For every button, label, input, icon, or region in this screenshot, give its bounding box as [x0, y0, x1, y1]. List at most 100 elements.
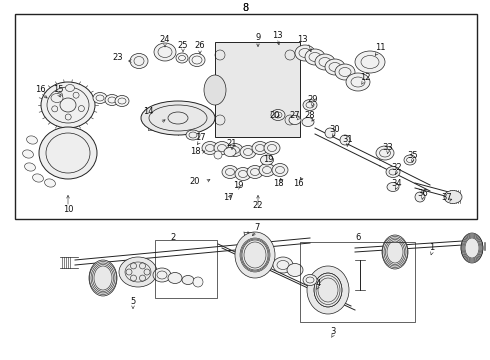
Ellipse shape	[247, 166, 263, 179]
Text: 6: 6	[355, 234, 361, 243]
Text: 18: 18	[190, 148, 200, 157]
Text: 20: 20	[270, 111, 280, 120]
Circle shape	[130, 275, 137, 281]
Ellipse shape	[39, 127, 97, 179]
Ellipse shape	[176, 53, 188, 63]
Ellipse shape	[264, 141, 280, 154]
Text: 7: 7	[254, 224, 260, 233]
Ellipse shape	[305, 49, 325, 65]
Ellipse shape	[23, 150, 33, 158]
Ellipse shape	[261, 155, 273, 165]
Text: 14: 14	[143, 108, 153, 117]
Text: 5: 5	[130, 297, 136, 306]
Text: 25: 25	[178, 40, 188, 49]
Text: 8: 8	[242, 3, 248, 13]
Circle shape	[325, 128, 335, 138]
Ellipse shape	[444, 190, 462, 203]
Text: 21: 21	[227, 139, 237, 148]
Ellipse shape	[302, 117, 314, 126]
Text: 34: 34	[392, 179, 402, 188]
Text: 36: 36	[417, 189, 428, 198]
Circle shape	[126, 269, 132, 275]
Text: 27: 27	[290, 112, 300, 121]
Ellipse shape	[240, 145, 256, 158]
Ellipse shape	[303, 99, 317, 111]
Text: 10: 10	[63, 206, 73, 215]
Ellipse shape	[273, 257, 293, 273]
Ellipse shape	[272, 163, 288, 176]
Ellipse shape	[204, 75, 226, 105]
Ellipse shape	[325, 59, 345, 75]
Text: 29: 29	[308, 95, 318, 104]
Ellipse shape	[214, 141, 230, 154]
Text: 22: 22	[253, 201, 263, 210]
Circle shape	[130, 263, 137, 269]
Ellipse shape	[154, 43, 176, 61]
Ellipse shape	[41, 82, 95, 128]
Text: 13: 13	[271, 31, 282, 40]
Ellipse shape	[386, 166, 400, 177]
Ellipse shape	[303, 274, 317, 285]
Text: 17: 17	[195, 134, 205, 143]
Text: 26: 26	[195, 40, 205, 49]
Ellipse shape	[66, 85, 74, 91]
Ellipse shape	[51, 94, 63, 103]
Ellipse shape	[235, 167, 251, 180]
Text: 19: 19	[263, 156, 273, 165]
Circle shape	[140, 275, 146, 281]
Text: 20: 20	[190, 177, 200, 186]
Text: 30: 30	[330, 126, 341, 135]
Ellipse shape	[24, 163, 35, 171]
Text: 28: 28	[305, 112, 315, 121]
Ellipse shape	[115, 95, 129, 107]
Ellipse shape	[26, 136, 37, 144]
Text: 23: 23	[113, 54, 123, 63]
Text: 37: 37	[441, 194, 452, 202]
Bar	[215, 42, 300, 137]
Ellipse shape	[168, 273, 182, 284]
Ellipse shape	[153, 268, 171, 282]
Ellipse shape	[355, 51, 385, 73]
Ellipse shape	[105, 94, 119, 105]
Circle shape	[140, 263, 146, 269]
Ellipse shape	[202, 141, 218, 154]
Text: 32: 32	[392, 163, 402, 172]
Ellipse shape	[315, 54, 335, 70]
Text: 16: 16	[293, 179, 303, 188]
Text: 11: 11	[375, 44, 385, 53]
Ellipse shape	[222, 166, 238, 179]
Text: 12: 12	[360, 73, 370, 82]
Text: 17: 17	[222, 193, 233, 202]
Text: 24: 24	[160, 36, 170, 45]
Text: 2: 2	[171, 234, 175, 243]
Text: 3: 3	[330, 328, 336, 337]
Ellipse shape	[45, 179, 55, 187]
Text: 15: 15	[53, 85, 63, 94]
Text: 9: 9	[255, 33, 261, 42]
Ellipse shape	[119, 257, 157, 287]
Circle shape	[214, 151, 222, 159]
Ellipse shape	[189, 54, 205, 67]
Ellipse shape	[227, 144, 243, 157]
Ellipse shape	[93, 93, 107, 104]
Bar	[15, 14, 477, 219]
Ellipse shape	[387, 183, 399, 192]
Text: 18: 18	[273, 179, 283, 188]
Ellipse shape	[346, 73, 370, 91]
Ellipse shape	[404, 155, 416, 165]
Ellipse shape	[335, 64, 355, 80]
Circle shape	[415, 192, 425, 202]
Ellipse shape	[141, 101, 215, 135]
Ellipse shape	[295, 45, 315, 61]
Text: 19: 19	[233, 180, 243, 189]
Circle shape	[340, 135, 350, 145]
Ellipse shape	[224, 148, 236, 157]
Circle shape	[144, 269, 150, 275]
Text: 31: 31	[343, 135, 353, 144]
Ellipse shape	[130, 54, 148, 68]
Text: 1: 1	[429, 243, 435, 252]
Text: 4: 4	[316, 279, 320, 288]
Bar	[300, 242, 415, 322]
Ellipse shape	[287, 264, 303, 276]
Ellipse shape	[186, 130, 200, 140]
